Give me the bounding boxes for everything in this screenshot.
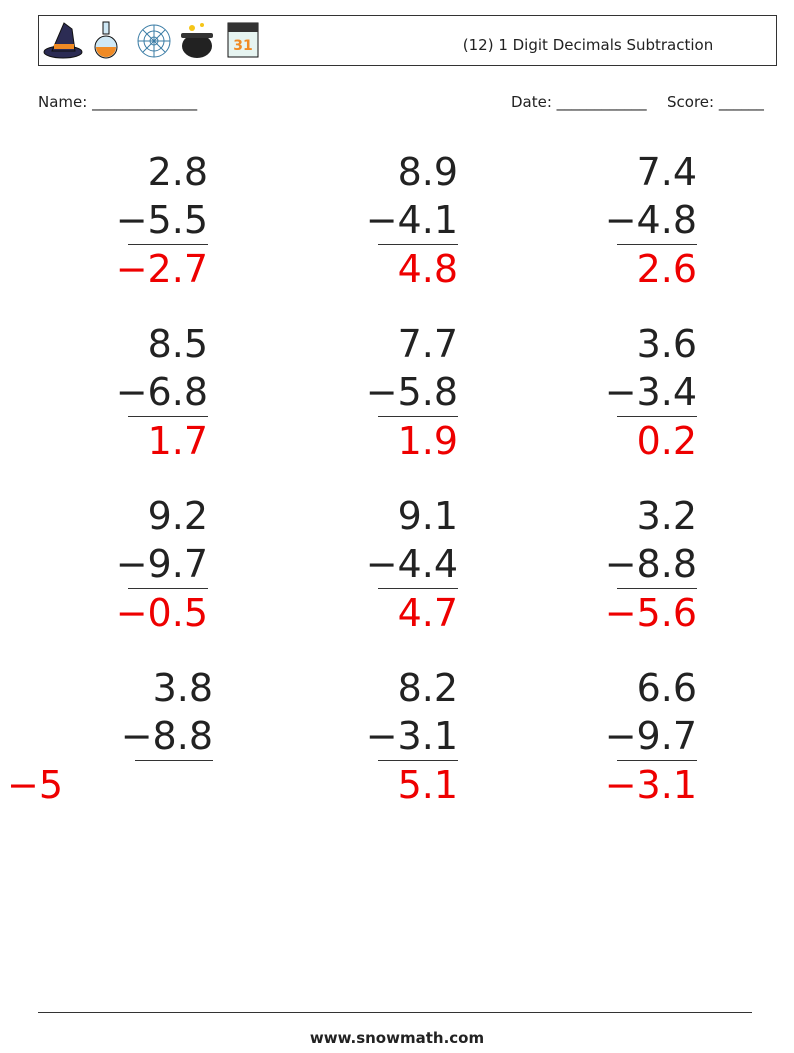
answer: 1.7 — [147, 419, 208, 463]
minuend: 9.1 — [397, 494, 458, 538]
subtrahend: −3.4 — [604, 370, 697, 414]
answer-rule — [378, 588, 458, 589]
answer-rule — [617, 416, 697, 417]
svg-text:31: 31 — [233, 38, 252, 54]
potion-icon — [94, 21, 118, 59]
minuend: 8.5 — [147, 322, 208, 366]
score-field: Score: ______ — [667, 93, 764, 111]
minuend: 3.2 — [636, 494, 697, 538]
header-box — [38, 15, 777, 66]
answer: −0.5 — [115, 591, 208, 635]
problem: 9.1 −4.4 4.7 — [298, 493, 458, 643]
answer-rule — [378, 760, 458, 761]
answer: 0.2 — [636, 419, 697, 463]
subtrahend: −8.8 — [120, 714, 213, 758]
answer-rule — [128, 588, 208, 589]
witch-hat-icon — [43, 22, 83, 59]
answer-rule — [128, 244, 208, 245]
worksheet-title: (12) 1 Digit Decimals Subtraction — [462, 36, 714, 54]
minuend: 7.4 — [636, 150, 697, 194]
minuend: 3.6 — [636, 322, 697, 366]
header-icons: 31 — [43, 21, 259, 59]
answer: 1.9 — [397, 419, 458, 463]
answer: 2.6 — [636, 247, 697, 291]
problem: 7.4 −4.8 2.6 — [537, 149, 697, 299]
subtrahend: −9.7 — [604, 714, 697, 758]
problem: 8.2 −3.1 5.1 — [298, 665, 458, 815]
answer: −5.6 — [604, 591, 697, 635]
subtrahend: −5.5 — [115, 198, 208, 242]
answer: −5 — [7, 763, 64, 807]
subtrahend: −4.8 — [604, 198, 697, 242]
answer: −3.1 — [604, 763, 697, 807]
minuend: 9.2 — [147, 494, 208, 538]
subtrahend: −8.8 — [604, 542, 697, 586]
answer-rule — [135, 760, 213, 761]
answer: 4.8 — [397, 247, 458, 291]
footer-rule — [38, 1012, 752, 1013]
problem: 2.8 −5.5 −2.7 — [48, 149, 208, 299]
minuend: 7.7 — [397, 322, 458, 366]
problem: 9.2 −9.7 −0.5 — [48, 493, 208, 643]
date-field: Date: ____________ — [511, 93, 647, 111]
answer-rule — [617, 244, 697, 245]
problem: 3.6 −3.4 0.2 — [537, 321, 697, 471]
answer: 4.7 — [397, 591, 458, 635]
footer-text: www.snowmath.com — [309, 1029, 485, 1047]
answer: 5.1 — [397, 763, 458, 807]
problem: 3.8 −8.8 −5 — [7, 665, 213, 815]
subtrahend: −4.4 — [365, 542, 458, 586]
answer-rule — [128, 416, 208, 417]
answer-rule — [378, 416, 458, 417]
minuend: 3.8 — [152, 666, 213, 710]
minuend: 8.9 — [397, 150, 458, 194]
problem: 7.7 −5.8 1.9 — [298, 321, 458, 471]
calendar-icon: 31 — [227, 22, 259, 58]
problem: 8.5 −6.8 1.7 — [48, 321, 208, 471]
subtrahend: −6.8 — [115, 370, 208, 414]
answer-rule — [617, 760, 697, 761]
cauldron-icon — [181, 23, 213, 58]
minuend: 2.8 — [147, 150, 208, 194]
subtrahend: −4.1 — [365, 198, 458, 242]
problem: 8.9 −4.1 4.8 — [298, 149, 458, 299]
problem: 3.2 −8.8 −5.6 — [537, 493, 697, 643]
subtrahend: −5.8 — [365, 370, 458, 414]
name-field: Name: ______________ — [38, 93, 198, 111]
spider-web-icon — [137, 24, 171, 58]
minuend: 6.6 — [636, 666, 697, 710]
minuend: 8.2 — [397, 666, 458, 710]
subtrahend: −3.1 — [365, 714, 458, 758]
subtrahend: −9.7 — [115, 542, 208, 586]
problem: 6.6 −9.7 −3.1 — [537, 665, 697, 815]
answer-rule — [617, 588, 697, 589]
answer: −2.7 — [115, 247, 208, 291]
answer-rule — [378, 244, 458, 245]
